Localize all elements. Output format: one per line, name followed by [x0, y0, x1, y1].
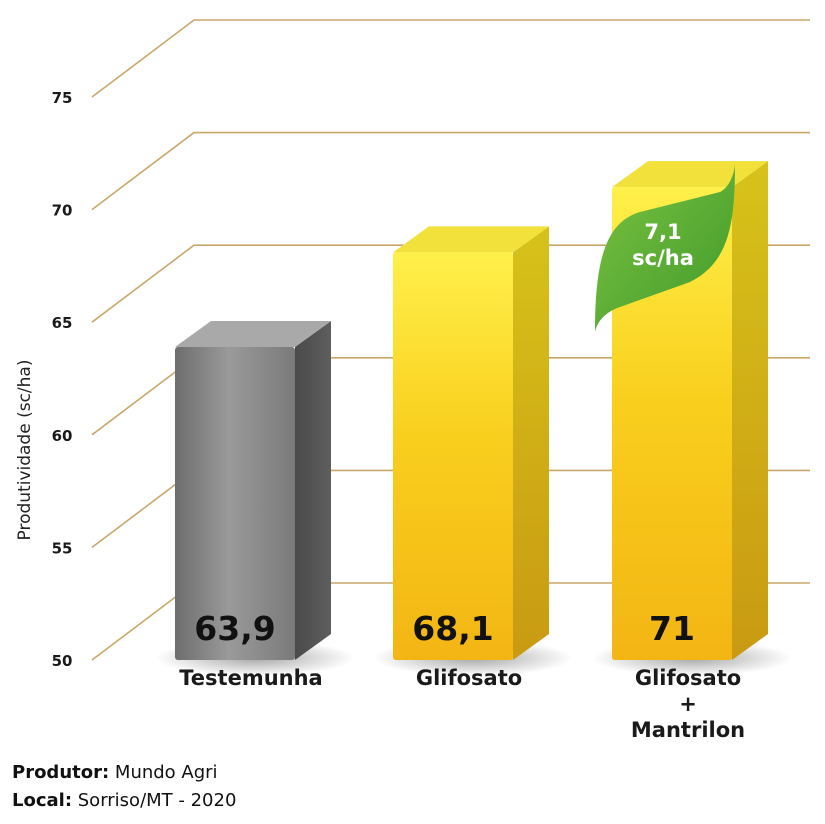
bar-value-label: 71: [649, 609, 695, 648]
bar-2: 68,1: [373, 226, 573, 676]
bar-value-label: 63,9: [194, 609, 275, 648]
location-value: Sorriso/MT - 2020: [72, 790, 237, 811]
category-label: Mantrilon: [631, 718, 745, 742]
grid-line: [91, 19, 810, 98]
bar-front: [393, 252, 513, 660]
bar-value-label: 68,1: [412, 609, 493, 648]
difference-badge: 7,1sc/ha: [595, 162, 735, 332]
footer-location: Local: Sorriso/MT - 2020: [12, 790, 236, 811]
category-label: Glifosato: [635, 666, 741, 690]
category-label: Glifosato: [416, 666, 522, 690]
producer-value: Mundo Agri: [109, 762, 218, 783]
bar-top: [612, 161, 768, 188]
category-labels: Testemunha Glifosato Glifosato+Mantrilon: [179, 666, 745, 742]
bar-side: [732, 161, 768, 660]
footer-producer: Produtor: Mundo Agri: [12, 762, 218, 783]
y-tick-label: 55: [52, 539, 73, 557]
bar-side: [513, 226, 549, 660]
bar-top: [175, 320, 331, 347]
bar-side: [295, 320, 331, 660]
grid-line: [91, 244, 810, 323]
y-tick-label: 70: [52, 202, 73, 220]
category-label: Testemunha: [179, 666, 322, 690]
y-tick-label: 60: [52, 427, 73, 445]
y-tick-label: 75: [52, 89, 73, 107]
y-axis-label: Produtividade (sc/ha): [15, 360, 35, 541]
difference-badge-text: 7,1: [644, 220, 681, 244]
category-label: +: [679, 692, 697, 716]
location-label: Local:: [12, 790, 73, 811]
bar-front: [612, 187, 732, 660]
bar-3: 71: [592, 161, 792, 676]
bar-front: [175, 346, 295, 660]
y-tick-label: 65: [52, 314, 73, 332]
bar-top: [393, 226, 549, 253]
bars: 63,9 68,1 71: [155, 161, 792, 676]
grid-line: [91, 131, 810, 211]
y-tick-label: 50: [52, 652, 73, 670]
producer-label: Produtor:: [12, 762, 110, 783]
difference-badge-shape: [595, 162, 735, 332]
bar-1: 63,9: [155, 320, 355, 676]
y-axis-ticks: 50 55 60 65 70 75: [52, 89, 73, 670]
difference-badge-text: sc/ha: [632, 246, 694, 270]
